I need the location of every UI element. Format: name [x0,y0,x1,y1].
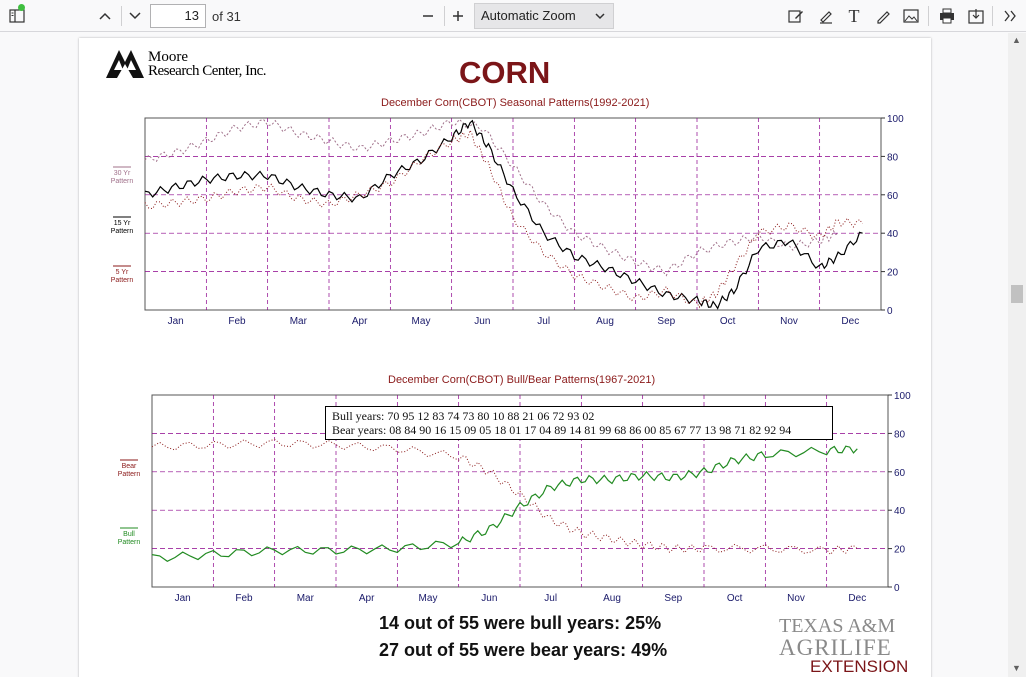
document-viewer[interactable]: Moore Research Center, Inc. CORN Decembe… [0,33,1008,677]
x-tick-label: Oct [720,316,736,327]
print-icon[interactable] [934,3,960,29]
vertical-scrollbar[interactable]: ▲ ▼ [1008,33,1026,677]
draw-icon[interactable] [870,3,896,29]
save-icon[interactable] [963,3,989,29]
chart2-title: December Corn(CBOT) Bull/Bear Patterns(1… [388,374,656,386]
page-count-label: of 31 [212,9,241,24]
seasonal-chart: 0 20 40 60 80 100 Jan Feb Mar Apr May Jun Jul Aug Sep O… [111,114,904,327]
y-tick-label: 0 [894,583,900,594]
x-tick-label: Nov [787,593,805,604]
toolbar-separator [992,6,993,26]
scroll-thumb[interactable] [1011,285,1023,303]
y-tick-label: 60 [894,468,906,479]
y-tick-label: 0 [887,306,893,317]
side-label: Pattern [111,277,134,284]
x-tick-label: May [419,593,438,604]
series-line [151,438,858,556]
page-title: CORN [459,55,551,90]
agrilife-line3: EXTENSION [810,657,909,676]
y-tick-label: 20 [887,268,899,279]
x-tick-label: Jan [168,316,184,327]
bull-bear-chart: 0 20 40 60 80 100 Jan Feb Mar Apr May Jun Jul Aug Sep O… [118,391,911,604]
x-tick-label: Dec [841,316,859,327]
zoom-in-button[interactable] [445,3,471,29]
scroll-up-icon[interactable]: ▲ [1012,35,1021,45]
x-tick-label: Sep [664,593,682,604]
text-tool-icon[interactable]: T [848,5,860,26]
x-tick-label: Mar [297,593,315,604]
logo-line1: Moore [148,49,188,65]
x-tick-label: Jul [537,316,550,327]
x-tick-label: May [412,316,431,327]
y-tick-label: 80 [894,429,906,440]
y-tick-label: 20 [894,545,906,556]
bull-stat-text: 14 out of 55 were bull years: 25% [379,613,662,633]
zoom-out-button[interactable] [415,3,441,29]
bear-stat-text: 27 out of 55 were bear years: 49% [379,640,668,660]
x-tick-label: Mar [290,316,308,327]
toolbar-separator [121,6,122,26]
more-tools-icon[interactable] [997,3,1023,29]
logo-line2: Research Center, Inc. [148,63,267,79]
bear-years-text: Bear years: 08 84 90 16 15 09 05 18 01 1… [332,423,792,437]
series-line [144,119,863,310]
page-number-input[interactable]: 13 [150,4,206,28]
side-label: Pattern [111,178,134,185]
zoom-select[interactable]: Automatic Zoom [474,3,614,29]
x-tick-label: Dec [848,593,866,604]
edit-pdf-icon[interactable] [783,3,809,29]
chart1-title: December Corn(CBOT) Seasonal Patterns(19… [381,97,650,109]
side-label: Pattern [111,228,134,235]
x-tick-label: Jun [474,316,490,327]
toolbar-separator [928,6,929,26]
zoom-value: Automatic Zoom [481,8,576,23]
y-tick-label: 100 [887,114,904,125]
side-label: 30 Yr [114,170,131,177]
pdf-toolbar: 13 of 31 Automatic Zoom T [0,0,1026,32]
x-tick-label: Jun [481,593,497,604]
x-tick-label: Aug [596,316,614,327]
x-tick-label: Nov [780,316,798,327]
y-tick-label: 80 [887,152,899,163]
side-label: Pattern [118,471,141,478]
toolbar-separator [444,6,445,26]
y-tick-label: 40 [894,506,906,517]
highlight-icon[interactable] [813,3,839,29]
scroll-down-icon[interactable]: ▼ [1012,663,1021,673]
y-tick-label: 60 [887,191,899,202]
agrilife-line2: AGRILIFE [779,635,892,660]
x-tick-label: Jan [175,593,191,604]
bull-years-text: Bull years: 70 95 12 83 74 73 80 10 88 2… [332,409,595,423]
side-label: Bull [123,531,135,538]
side-label: 5 Yr [116,269,129,276]
x-tick-label: Feb [228,316,246,327]
x-tick-label: Sep [657,316,675,327]
side-label: Bear [122,463,137,470]
agrilife-line1: TEXAS A&M [779,615,896,637]
chevron-down-icon [595,4,605,37]
side-label: Pattern [118,539,141,546]
next-page-button[interactable] [122,3,148,29]
image-icon[interactable] [898,3,924,29]
x-tick-label: Feb [235,593,253,604]
x-tick-label: Apr [359,593,375,604]
previous-page-button[interactable] [92,3,118,29]
years-legend: Bull years: 70 95 12 83 74 73 80 10 88 2… [325,406,833,440]
x-tick-label: Aug [603,593,621,604]
series-line [144,128,863,309]
moore-logo-icon [106,48,144,83]
series-line [151,445,858,562]
side-label: 15 Yr [114,220,131,227]
y-tick-label: 100 [894,391,911,402]
pdf-page: Moore Research Center, Inc. CORN Decembe… [79,38,931,677]
x-tick-label: Jul [544,593,557,604]
y-tick-label: 40 [887,229,899,240]
series-line [144,118,839,277]
sidebar-toggle-icon[interactable] [4,3,30,29]
status-dot-icon [18,4,25,11]
x-tick-label: Oct [727,593,743,604]
x-tick-label: Apr [352,316,368,327]
